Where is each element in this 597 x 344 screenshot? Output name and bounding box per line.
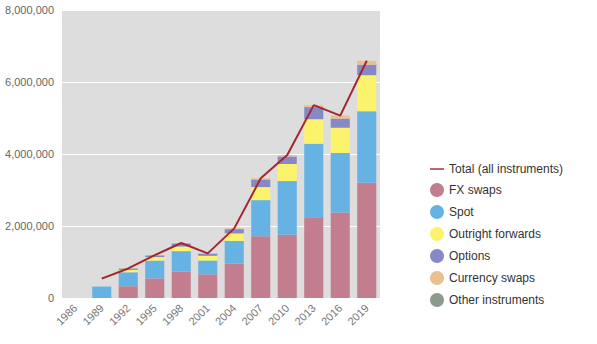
svg-text:0: 0 bbox=[48, 292, 54, 304]
svg-text:2001: 2001 bbox=[186, 302, 212, 328]
svg-text:1989: 1989 bbox=[80, 302, 106, 328]
svg-text:Spot: Spot bbox=[449, 205, 474, 219]
svg-text:1986: 1986 bbox=[54, 302, 80, 328]
svg-text:2016: 2016 bbox=[319, 302, 345, 328]
svg-text:4,000,000: 4,000,000 bbox=[5, 148, 54, 160]
svg-text:2019: 2019 bbox=[345, 302, 371, 328]
svg-text:1992: 1992 bbox=[107, 302, 133, 328]
svg-text:Outright forwards: Outright forwards bbox=[449, 227, 541, 241]
svg-text:Options: Options bbox=[449, 249, 490, 263]
svg-text:FX swaps: FX swaps bbox=[449, 183, 502, 197]
svg-text:2,000,000: 2,000,000 bbox=[5, 220, 54, 232]
svg-text:1998: 1998 bbox=[160, 302, 186, 328]
svg-text:Other instruments: Other instruments bbox=[449, 293, 544, 307]
svg-text:1995: 1995 bbox=[133, 302, 159, 328]
svg-text:Currency swaps: Currency swaps bbox=[449, 271, 535, 285]
svg-text:8,000,000: 8,000,000 bbox=[5, 4, 54, 16]
svg-text:2013: 2013 bbox=[292, 302, 318, 328]
svg-text:6,000,000: 6,000,000 bbox=[5, 76, 54, 88]
svg-text:2010: 2010 bbox=[266, 302, 292, 328]
svg-text:2004: 2004 bbox=[213, 302, 239, 328]
svg-text:Total (all instruments): Total (all instruments) bbox=[449, 162, 563, 176]
svg-text:2007: 2007 bbox=[239, 302, 265, 328]
